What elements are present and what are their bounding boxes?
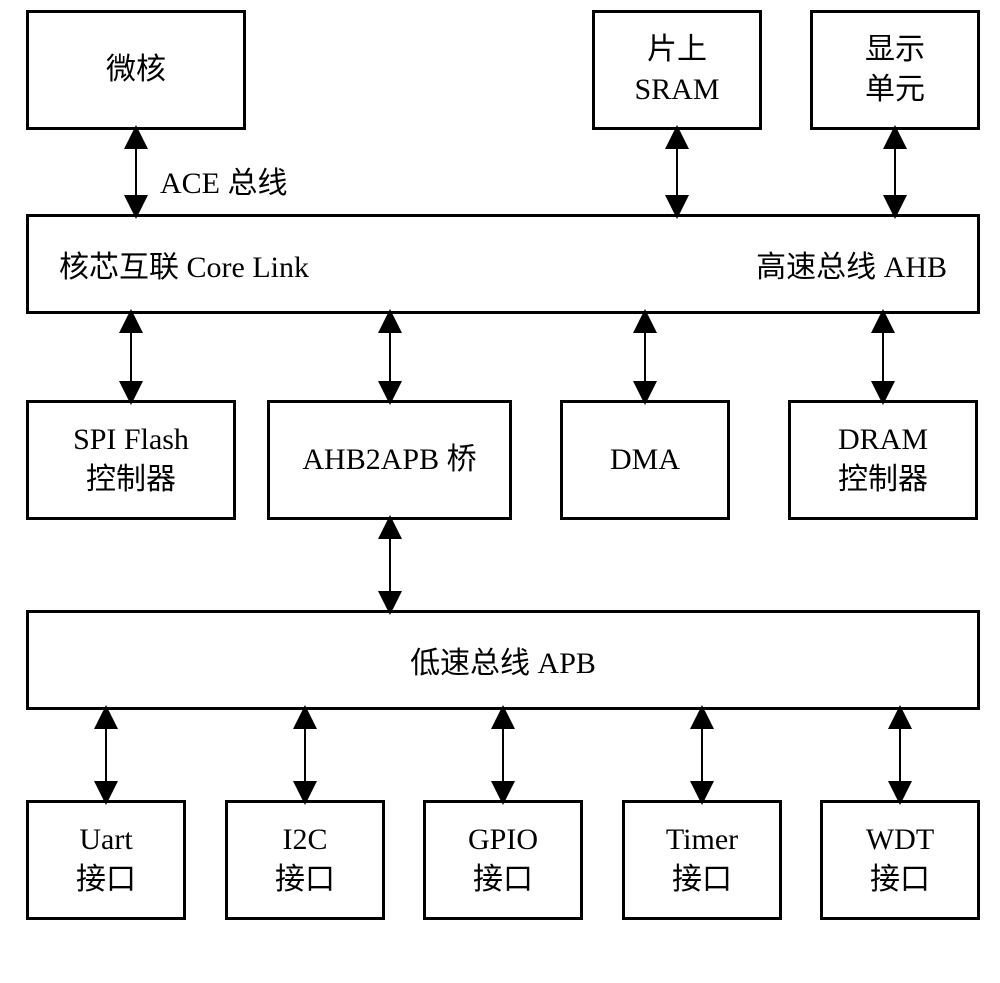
connectors-layer bbox=[0, 0, 1000, 983]
